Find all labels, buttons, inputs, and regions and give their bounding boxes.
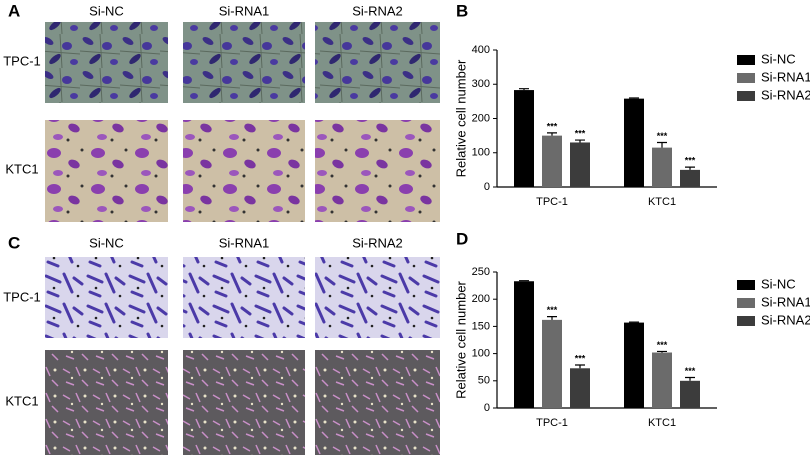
legend-swatch bbox=[737, 55, 755, 65]
legend-swatch bbox=[737, 91, 755, 101]
micrograph bbox=[315, 257, 440, 338]
y-tick-label: 200 bbox=[472, 112, 490, 124]
micrograph bbox=[315, 22, 440, 103]
y-tick-label: 300 bbox=[472, 78, 490, 90]
error-bar bbox=[657, 350, 667, 353]
bar bbox=[680, 380, 700, 408]
y-tick-label: 250 bbox=[472, 266, 490, 278]
bar bbox=[624, 98, 644, 187]
y-axis-title: Relative cell number bbox=[453, 280, 468, 398]
error-bar bbox=[657, 141, 667, 148]
significance-label: *** bbox=[685, 156, 696, 166]
error-bar bbox=[547, 132, 557, 136]
bar bbox=[652, 352, 672, 408]
bar bbox=[542, 319, 562, 408]
significance-label: *** bbox=[547, 121, 558, 131]
significance-label: *** bbox=[685, 366, 696, 376]
bar bbox=[514, 281, 534, 408]
legend-label: Si-RNA1 bbox=[761, 294, 810, 309]
bar bbox=[514, 90, 534, 187]
x-tick-label: KTC1 bbox=[648, 196, 676, 208]
significance-label: *** bbox=[657, 340, 668, 350]
micrograph bbox=[45, 22, 168, 103]
panel-letter: D bbox=[456, 229, 468, 248]
panel-letter: B bbox=[456, 1, 468, 20]
x-tick-label: TPC-1 bbox=[536, 196, 568, 208]
micrograph bbox=[183, 22, 305, 103]
column-label: Si-NC bbox=[89, 235, 124, 250]
panel-letter: A bbox=[8, 1, 20, 20]
error-bar bbox=[629, 97, 639, 99]
legend-swatch bbox=[737, 298, 755, 308]
y-tick-label: 100 bbox=[472, 147, 490, 159]
row-label: KTC1 bbox=[5, 393, 38, 408]
y-axis-title: Relative cell number bbox=[453, 59, 468, 177]
bar bbox=[652, 147, 672, 187]
significance-label: *** bbox=[657, 131, 668, 141]
bar bbox=[542, 135, 562, 187]
panel-letter: C bbox=[8, 233, 20, 252]
y-tick-label: 100 bbox=[472, 348, 490, 360]
y-tick-label: 200 bbox=[472, 293, 490, 305]
row-label: TPC-1 bbox=[3, 289, 41, 304]
row-label: TPC-1 bbox=[3, 53, 41, 68]
legend-label: Si-RNA2 bbox=[761, 87, 810, 102]
column-label: Si-NC bbox=[89, 3, 124, 18]
error-bar bbox=[629, 321, 639, 323]
legend-label: Si-NC bbox=[761, 51, 796, 66]
micrograph bbox=[315, 120, 440, 222]
micrograph bbox=[45, 257, 168, 338]
error-bar bbox=[575, 139, 585, 143]
x-tick-label: TPC-1 bbox=[536, 417, 568, 429]
bar bbox=[570, 142, 590, 187]
column-label: Si-RNA2 bbox=[352, 3, 403, 18]
y-tick-label: 50 bbox=[478, 375, 490, 387]
y-tick-label: 400 bbox=[472, 44, 490, 56]
significance-label: *** bbox=[575, 353, 586, 363]
error-bar bbox=[547, 316, 557, 320]
error-bar bbox=[519, 88, 529, 91]
error-bar bbox=[575, 364, 585, 369]
legend-label: Si-RNA1 bbox=[761, 69, 810, 84]
bar bbox=[624, 322, 644, 408]
x-tick-label: KTC1 bbox=[648, 417, 676, 429]
micrograph bbox=[183, 350, 305, 455]
column-label: Si-RNA1 bbox=[219, 235, 270, 250]
legend-swatch bbox=[737, 280, 755, 290]
significance-label: *** bbox=[547, 305, 558, 315]
y-tick-label: 0 bbox=[484, 402, 490, 414]
micrograph bbox=[183, 120, 305, 222]
micrograph bbox=[45, 350, 168, 455]
error-bar bbox=[519, 280, 529, 282]
column-label: Si-RNA2 bbox=[352, 235, 403, 250]
legend-swatch bbox=[737, 316, 755, 326]
significance-label: *** bbox=[575, 128, 586, 138]
legend-label: Si-RNA2 bbox=[761, 312, 810, 327]
micrograph bbox=[315, 350, 440, 455]
error-bar bbox=[685, 376, 695, 381]
legend-label: Si-NC bbox=[761, 276, 796, 291]
column-label: Si-RNA1 bbox=[219, 3, 270, 18]
micrograph bbox=[183, 257, 305, 338]
row-label: KTC1 bbox=[5, 161, 38, 176]
y-tick-label: 0 bbox=[484, 181, 490, 193]
error-bar bbox=[685, 166, 695, 170]
bar bbox=[570, 368, 590, 408]
bar bbox=[680, 169, 700, 187]
legend-swatch bbox=[737, 73, 755, 83]
micrograph bbox=[45, 120, 168, 222]
y-tick-label: 150 bbox=[472, 320, 490, 332]
